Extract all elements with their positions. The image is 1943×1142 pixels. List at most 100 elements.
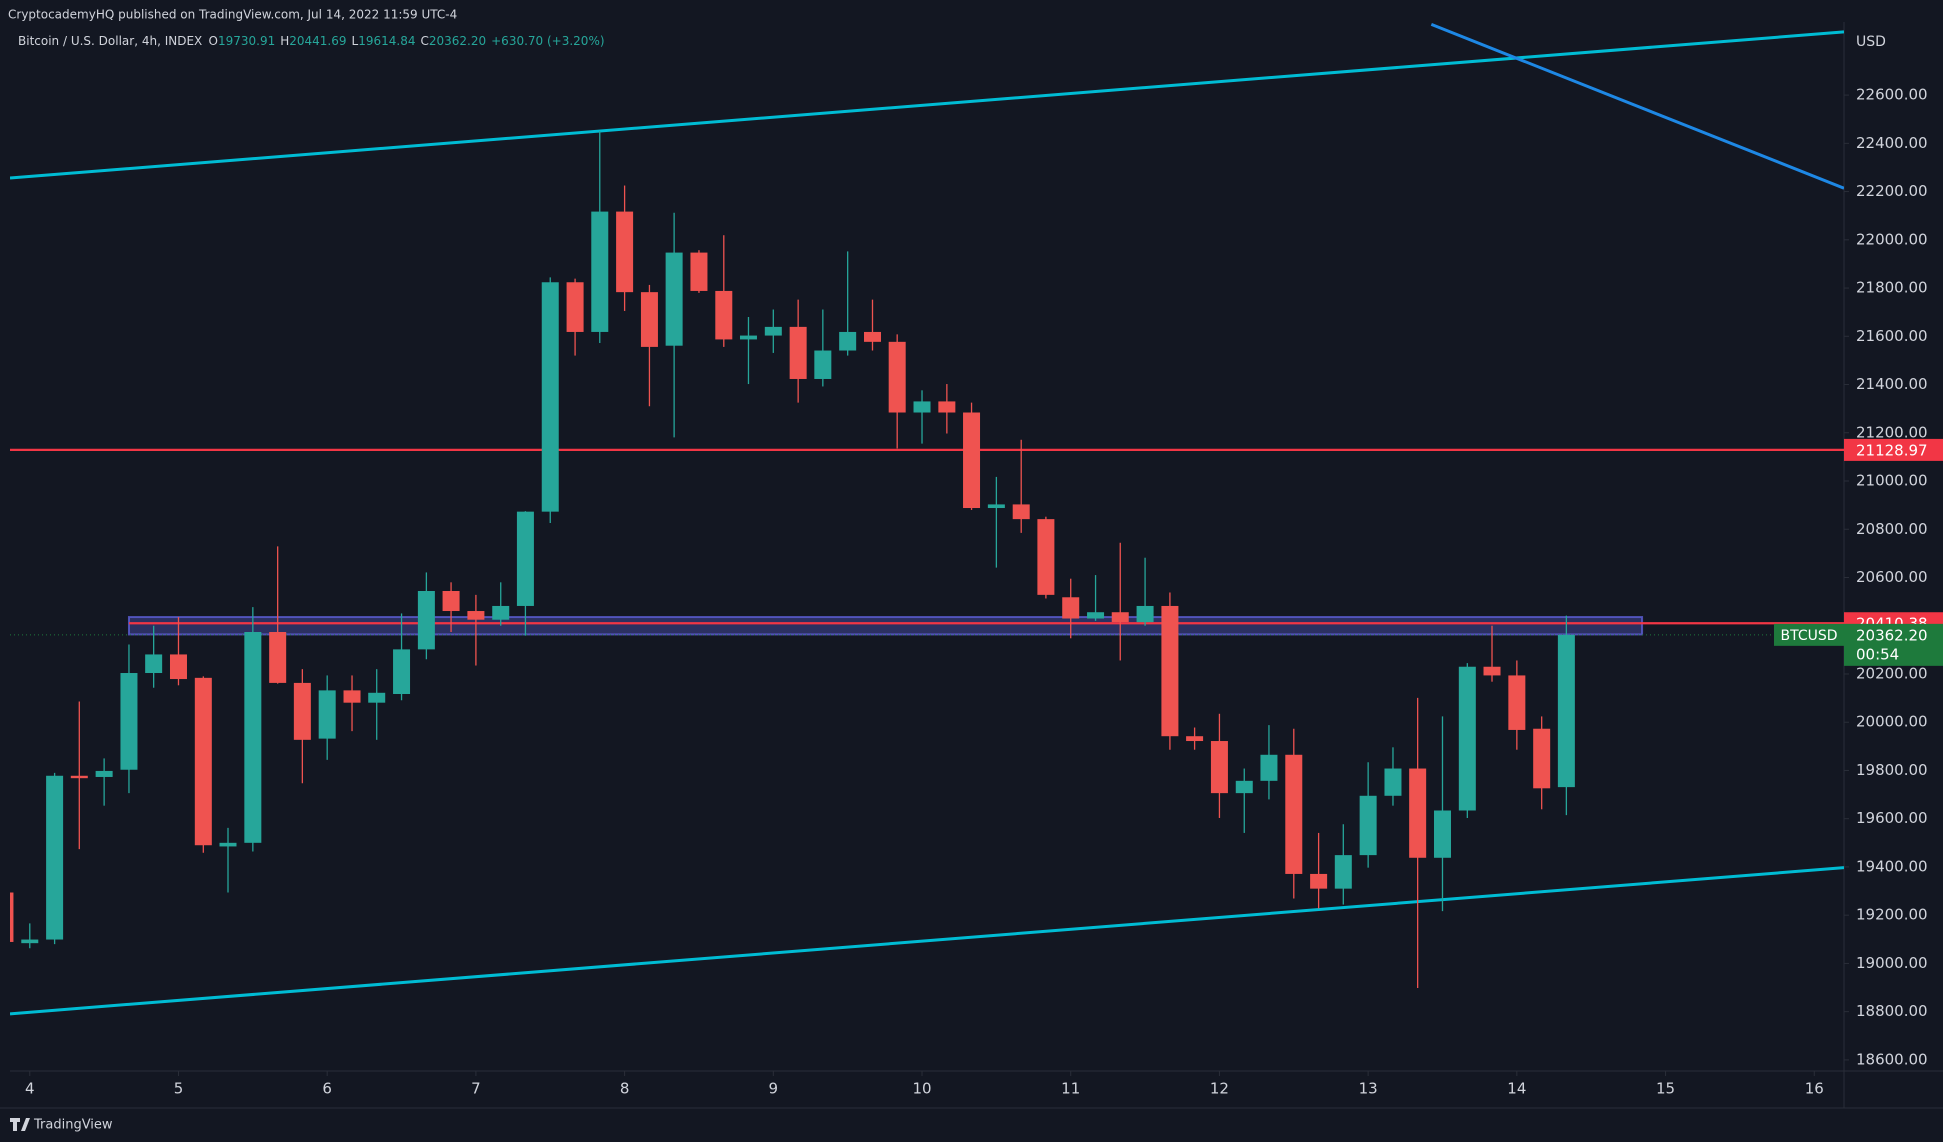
candle-body: [269, 632, 287, 683]
x-tick-label: 5: [174, 1080, 184, 1098]
x-tick-label: 13: [1359, 1080, 1378, 1098]
candle-body: [1433, 810, 1451, 858]
candle-body: [219, 842, 237, 847]
candle-body: [1334, 855, 1352, 889]
y-tick-label: 19200.00: [1856, 906, 1928, 924]
x-tick-label: 7: [471, 1080, 481, 1098]
legend-value: 20441.69: [289, 34, 346, 48]
candle-body: [913, 401, 931, 413]
candle-body: [1087, 612, 1105, 619]
y-tick-label: 19400.00: [1856, 857, 1928, 875]
candle-body: [1557, 634, 1575, 788]
y-tick-label: 22400.00: [1856, 134, 1928, 152]
legend-key: H: [280, 34, 289, 48]
currency: USD: [1856, 34, 1886, 50]
candle-body: [492, 605, 510, 620]
x-tick-label: 6: [322, 1080, 332, 1098]
y-tick-label: 19600.00: [1856, 809, 1928, 827]
candle-body: [640, 292, 658, 347]
x-tick-label: 12: [1210, 1080, 1229, 1098]
candle-body: [591, 211, 609, 332]
y-tick-label: 20000.00: [1856, 713, 1928, 731]
y-tick-label: 20600.00: [1856, 568, 1928, 586]
x-tick-label: 10: [912, 1080, 931, 1098]
x-tick-label: 9: [769, 1080, 779, 1098]
y-tick-label: 21600.00: [1856, 327, 1928, 345]
candle-body: [715, 290, 733, 340]
candle-body: [417, 591, 435, 650]
y-tick-label: 19000.00: [1856, 954, 1928, 972]
candle-body: [863, 331, 881, 342]
candle-body: [1508, 675, 1526, 730]
legend-change: +630.70 (+3.20%): [491, 34, 604, 48]
legend-key: L: [352, 34, 359, 48]
y-tick-label: 18600.00: [1856, 1050, 1928, 1068]
candle-body: [318, 690, 336, 739]
x-tick-label: 16: [1805, 1080, 1824, 1098]
last-price-box: [1844, 623, 1943, 666]
candle-body: [1384, 768, 1402, 796]
y-tick-label: 18800.00: [1856, 1002, 1928, 1020]
candle-body: [1062, 597, 1080, 619]
candle-body: [467, 611, 485, 620]
candle-body: [1285, 754, 1303, 874]
candle-body: [1012, 504, 1030, 520]
candle-body: [1483, 666, 1501, 676]
trendline: [1430, 23, 1844, 190]
legend-symbol: Bitcoin / U.S. Dollar, 4h, INDEX: [18, 34, 202, 48]
candle-body: [690, 252, 708, 291]
candle-body: [293, 682, 311, 740]
y-tick-label: 21800.00: [1856, 279, 1928, 297]
y-tick-label: 22600.00: [1856, 86, 1928, 104]
candle-body: [1359, 795, 1377, 856]
candle-body: [1260, 754, 1278, 781]
x-tick-label: 4: [25, 1080, 35, 1098]
x-tick-label: 14: [1507, 1080, 1526, 1098]
y-tick-label: 22000.00: [1856, 230, 1928, 248]
last-price-label: 20362.20: [1856, 626, 1928, 644]
zone: [127, 616, 1644, 636]
legend-key: C: [420, 34, 428, 48]
legend-value: 19730.91: [218, 34, 275, 48]
candle-body: [665, 252, 683, 346]
x-tick-label: 8: [620, 1080, 630, 1098]
trendline: [10, 866, 1844, 1016]
legend-value: 19614.84: [358, 34, 415, 48]
y-tick-label: 19800.00: [1856, 761, 1928, 779]
candle-body: [814, 350, 832, 379]
candle-body: [963, 412, 981, 509]
candle-body: [839, 331, 857, 351]
last-price-tag-box: [1774, 623, 1844, 646]
candle-body: [1161, 605, 1179, 737]
y-tick-label: 22200.00: [1856, 182, 1928, 200]
brand: TradingView: [33, 1118, 113, 1133]
candle-body: [145, 654, 163, 674]
candle-body: [169, 654, 187, 680]
candle-body: [1111, 612, 1129, 623]
level-label: 21128.97: [1856, 441, 1928, 459]
y-tick-label: 20800.00: [1856, 520, 1928, 538]
candle-body: [368, 692, 386, 703]
candle-body: [46, 775, 64, 940]
candle-body: [120, 673, 138, 770]
candle-body: [442, 591, 460, 612]
candle-body: [616, 211, 634, 293]
candle-body: [566, 282, 584, 332]
candle-body: [10, 892, 14, 942]
candle-body: [70, 775, 88, 779]
x-tick-label: 15: [1656, 1080, 1675, 1098]
candle-body: [1136, 605, 1154, 623]
legend: Bitcoin / U.S. Dollar, 4h, INDEX O19730.9…: [18, 34, 605, 48]
candle-body: [21, 939, 39, 944]
y-tick-label: 21400.00: [1856, 375, 1928, 393]
candle-body: [516, 511, 534, 606]
candle-body: [888, 341, 906, 413]
trendline: [10, 30, 1844, 180]
candle-body: [987, 504, 1005, 509]
candle-body: [244, 632, 262, 843]
brand-logo: [10, 1118, 30, 1131]
candle-body: [194, 677, 212, 846]
